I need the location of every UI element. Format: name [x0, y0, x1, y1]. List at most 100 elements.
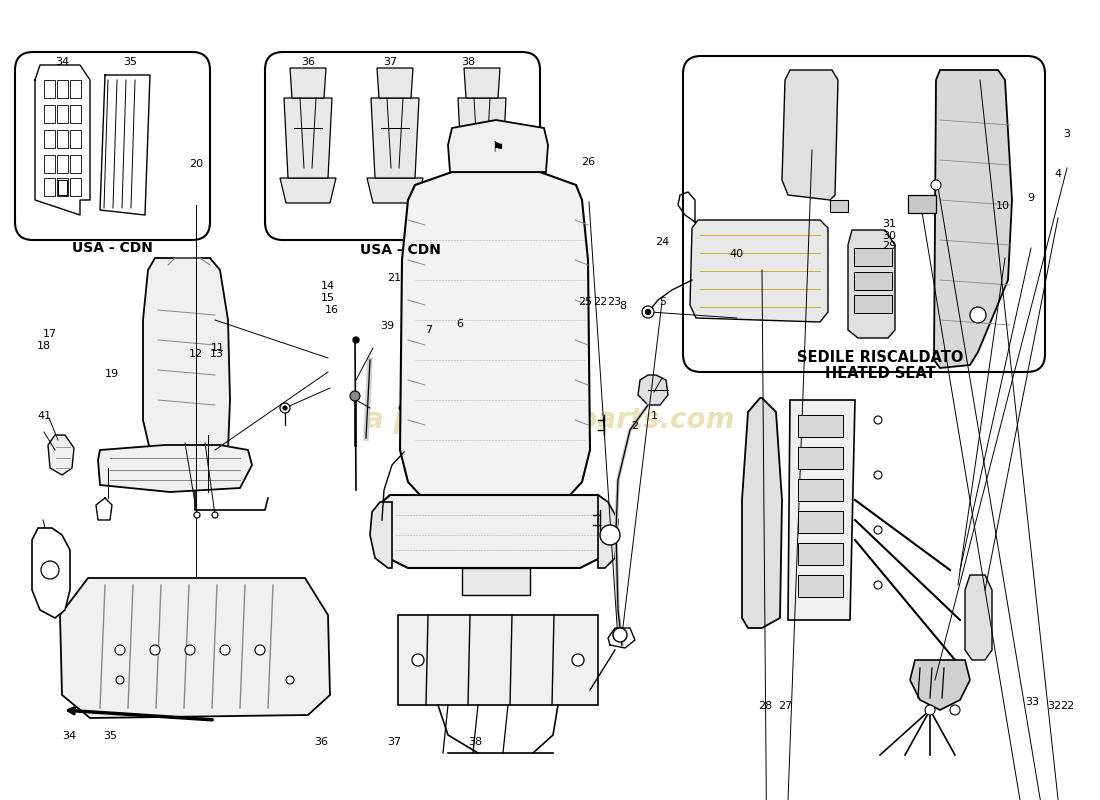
Circle shape	[116, 676, 124, 684]
Bar	[854, 248, 892, 266]
Text: 35: 35	[123, 57, 138, 67]
Text: 34: 34	[63, 731, 76, 741]
Polygon shape	[458, 98, 506, 178]
Text: 36: 36	[315, 738, 328, 747]
Bar	[57, 178, 68, 196]
Text: 12: 12	[189, 350, 202, 359]
Polygon shape	[742, 398, 782, 628]
Polygon shape	[379, 495, 608, 568]
Polygon shape	[788, 400, 855, 620]
Bar	[798, 575, 843, 597]
Circle shape	[116, 645, 125, 655]
Text: 14: 14	[321, 282, 334, 291]
Text: SEDILE RISCALDATO: SEDILE RISCALDATO	[796, 350, 964, 366]
Text: 20: 20	[189, 159, 202, 169]
Polygon shape	[280, 178, 336, 203]
Circle shape	[874, 526, 882, 534]
Bar	[57, 130, 68, 148]
Text: 32: 32	[1047, 701, 1060, 710]
Text: 1: 1	[651, 411, 658, 421]
Polygon shape	[965, 575, 992, 660]
Text: 29: 29	[882, 242, 895, 251]
Polygon shape	[598, 495, 618, 568]
Bar	[798, 511, 843, 533]
Bar	[44, 80, 55, 98]
Bar	[798, 415, 843, 437]
Text: 17: 17	[43, 330, 56, 339]
Text: 30: 30	[882, 231, 895, 241]
Circle shape	[572, 654, 584, 666]
Circle shape	[283, 406, 287, 410]
Polygon shape	[370, 502, 392, 568]
Text: 22: 22	[1060, 701, 1074, 710]
Text: 36: 36	[301, 57, 315, 67]
Circle shape	[600, 525, 620, 545]
Bar	[57, 105, 68, 123]
Bar	[44, 155, 55, 173]
Polygon shape	[448, 120, 548, 172]
Text: 34: 34	[55, 57, 69, 67]
Circle shape	[220, 645, 230, 655]
Circle shape	[212, 512, 218, 518]
Circle shape	[412, 654, 424, 666]
Text: ⚑: ⚑	[492, 141, 504, 155]
Text: 15: 15	[321, 293, 334, 302]
Bar	[798, 479, 843, 501]
Polygon shape	[32, 528, 70, 618]
Polygon shape	[284, 98, 332, 178]
Circle shape	[150, 645, 160, 655]
Text: 6: 6	[456, 319, 463, 329]
Text: USA - CDN: USA - CDN	[360, 243, 440, 257]
Text: 8: 8	[619, 301, 626, 310]
Bar	[44, 105, 55, 123]
Text: 26: 26	[582, 157, 595, 166]
Polygon shape	[464, 68, 500, 98]
Text: 10: 10	[997, 202, 1010, 211]
Text: 40: 40	[730, 250, 744, 259]
Bar	[44, 178, 55, 196]
Bar	[70, 80, 81, 98]
Bar	[830, 200, 848, 212]
Circle shape	[925, 705, 935, 715]
Text: 41: 41	[37, 411, 51, 421]
Text: 4: 4	[1055, 170, 1061, 179]
Circle shape	[874, 471, 882, 479]
Text: 21: 21	[387, 274, 400, 283]
Bar	[70, 130, 81, 148]
Circle shape	[194, 512, 200, 518]
Polygon shape	[143, 258, 230, 465]
FancyBboxPatch shape	[265, 52, 540, 240]
Circle shape	[642, 306, 654, 318]
Text: 11: 11	[211, 343, 224, 353]
Text: 37: 37	[387, 738, 400, 747]
Polygon shape	[638, 375, 668, 405]
Text: 27: 27	[779, 701, 792, 710]
Text: HEATED SEAT: HEATED SEAT	[825, 366, 935, 382]
Circle shape	[970, 307, 986, 323]
Circle shape	[286, 676, 294, 684]
Text: 38: 38	[469, 738, 482, 747]
Circle shape	[874, 416, 882, 424]
Text: 9: 9	[1027, 194, 1034, 203]
Text: 19: 19	[106, 370, 119, 379]
Circle shape	[255, 645, 265, 655]
Circle shape	[950, 705, 960, 715]
Bar	[44, 130, 55, 148]
Text: 16: 16	[326, 306, 339, 315]
Text: 25: 25	[579, 298, 592, 307]
Polygon shape	[910, 660, 970, 710]
Circle shape	[874, 581, 882, 589]
Text: 2: 2	[631, 421, 638, 430]
Bar	[70, 105, 81, 123]
Text: 28: 28	[759, 701, 772, 710]
Circle shape	[353, 337, 359, 343]
Circle shape	[613, 628, 627, 642]
Circle shape	[41, 561, 59, 579]
Polygon shape	[398, 615, 598, 705]
Circle shape	[646, 310, 650, 314]
Bar	[57, 155, 68, 173]
Text: 13: 13	[210, 350, 223, 359]
Bar	[57, 80, 68, 98]
FancyBboxPatch shape	[683, 56, 1045, 372]
Polygon shape	[848, 230, 895, 338]
